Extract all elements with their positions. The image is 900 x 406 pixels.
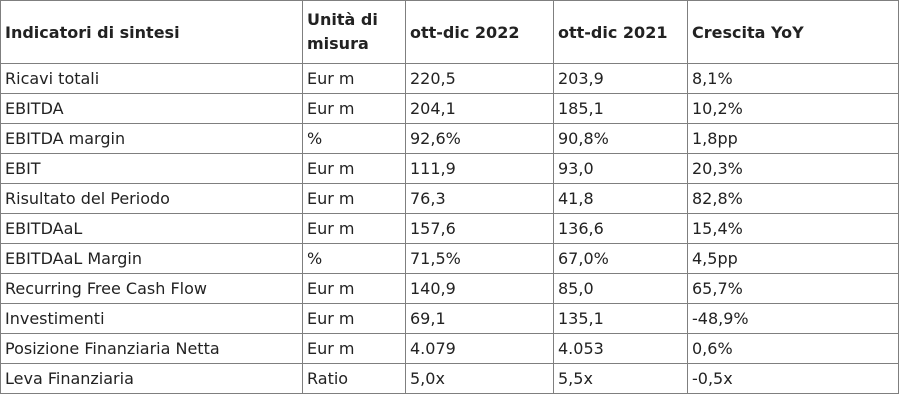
table-row: EBITDA Eur m 204,1 185,1 10,2%: [0, 93, 899, 124]
cell-unit: Eur m: [302, 63, 406, 94]
cell-unit: Eur m: [302, 213, 406, 244]
cell-unit: Eur m: [302, 93, 406, 124]
cell-growth: 0,6%: [687, 333, 899, 364]
cell-value-2021: 90,8%: [553, 123, 688, 154]
cell-unit: Ratio: [302, 363, 406, 394]
table-row: EBITDAaL Margin% 71,5% 67,0% 4,5pp: [0, 243, 899, 274]
cell-unit: Eur m: [302, 183, 406, 214]
cell-value-2022: 157,6: [405, 213, 554, 244]
cell-value-2021: 41,8: [553, 183, 688, 214]
header-growth-yoy: Crescita YoY: [687, 0, 899, 64]
cell-value-2021: 5,5x: [553, 363, 688, 394]
cell-indicator: Posizione Finanziaria Netta: [0, 333, 303, 364]
header-period-2021: ott-dic 2021: [553, 0, 688, 64]
cell-indicator: Recurring Free Cash Flow: [0, 273, 303, 304]
cell-unit: Eur m: [302, 333, 406, 364]
cell-growth: 4,5pp: [687, 243, 899, 274]
cell-growth: 1,8pp: [687, 123, 899, 154]
cell-unit: Eur m: [302, 273, 406, 304]
cell-value-2021: 4.053: [553, 333, 688, 364]
cell-unit: Eur m: [302, 153, 406, 184]
cell-value-2021: 135,1: [553, 303, 688, 334]
cell-growth: 82,8%: [687, 183, 899, 214]
cell-value-2022: 71,5%: [405, 243, 554, 274]
cell-growth: -0,5x: [687, 363, 899, 394]
cell-value-2021: 93,0: [553, 153, 688, 184]
cell-value-2022: 5,0x: [405, 363, 554, 394]
header-period-2022: ott-dic 2022: [405, 0, 554, 64]
cell-growth: 15,4%: [687, 213, 899, 244]
table-row: Ricavi totali Eur m 220,5 203,9 8,1%: [0, 63, 899, 94]
cell-value-2022: 220,5: [405, 63, 554, 94]
cell-indicator: Ricavi totali: [0, 63, 303, 94]
table-row: Posizione Finanziaria Netta Eur m 4.079 4.0…: [0, 333, 899, 364]
cell-value-2022: 92,6%: [405, 123, 554, 154]
table-row: EBITDAaL Eur m 157,6 136,6 15,4%: [0, 213, 899, 244]
cell-unit: Eur m: [302, 303, 406, 334]
header-indicator: Indicatori di sintesi: [0, 0, 303, 64]
cell-indicator: Risultato del Periodo: [0, 183, 303, 214]
cell-growth: 20,3%: [687, 153, 899, 184]
table-body: Ricavi totali Eur m 220,5 203,9 8,1% EBITDA Eu…: [0, 63, 899, 394]
summary-indicators-table: Indicatori di sintesi Unità di misura ot…: [0, 0, 899, 394]
cell-value-2021: 203,9: [553, 63, 688, 94]
table-row: Leva Finanziaria Ratio 5,0x 5,5x -0,5x: [0, 363, 899, 394]
cell-indicator: EBITDA: [0, 93, 303, 124]
cell-indicator: EBIT: [0, 153, 303, 184]
table-row: EBITDA margin% 92,6% 90,8% 1,8pp: [0, 123, 899, 154]
cell-indicator: EBITDAaL Margin: [0, 243, 303, 274]
table-row: Investimenti Eur m 69,1 135,1 -48,9%: [0, 303, 899, 334]
cell-value-2022: 76,3: [405, 183, 554, 214]
summary-table-container: Indicatori di sintesi Unità di misura ot…: [0, 0, 899, 394]
cell-indicator: Leva Finanziaria: [0, 363, 303, 394]
cell-indicator: EBITDA margin: [0, 123, 303, 154]
cell-growth: 8,1%: [687, 63, 899, 94]
cell-growth: 10,2%: [687, 93, 899, 124]
cell-growth: 65,7%: [687, 273, 899, 304]
table-row: Recurring Free Cash Flow Eur m 140,9 85,0 65…: [0, 273, 899, 304]
cell-value-2022: 111,9: [405, 153, 554, 184]
cell-value-2021: 67,0%: [553, 243, 688, 274]
table-row: Risultato del Periodo Eur m 76,3 41,8 82,8%: [0, 183, 899, 214]
cell-value-2022: 140,9: [405, 273, 554, 304]
cell-unit: %: [302, 123, 406, 154]
cell-value-2022: 69,1: [405, 303, 554, 334]
cell-value-2022: 4.079: [405, 333, 554, 364]
table-header-row: Indicatori di sintesi Unità di misura ot…: [0, 0, 899, 64]
table-row: EBIT Eur m 111,9 93,0 20,3%: [0, 153, 899, 184]
cell-value-2022: 204,1: [405, 93, 554, 124]
cell-value-2021: 85,0: [553, 273, 688, 304]
cell-unit: %: [302, 243, 406, 274]
cell-value-2021: 136,6: [553, 213, 688, 244]
header-unit: Unità di misura: [302, 0, 406, 64]
cell-indicator: EBITDAaL: [0, 213, 303, 244]
cell-value-2021: 185,1: [553, 93, 688, 124]
cell-indicator: Investimenti: [0, 303, 303, 334]
cell-growth: -48,9%: [687, 303, 899, 334]
